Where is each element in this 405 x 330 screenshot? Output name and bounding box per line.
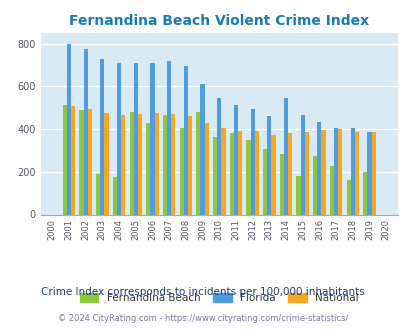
Bar [346, 180, 350, 214]
Bar [221, 128, 225, 214]
Bar [266, 116, 271, 214]
Bar [333, 128, 337, 214]
Bar [217, 98, 221, 214]
Bar [283, 98, 288, 214]
Bar [200, 84, 204, 214]
Bar [83, 49, 87, 214]
Bar [138, 114, 142, 214]
Bar [317, 122, 321, 214]
Bar [204, 123, 208, 214]
Bar [150, 63, 154, 214]
Bar [246, 140, 250, 214]
Bar [87, 109, 92, 214]
Bar [171, 114, 175, 214]
Bar [121, 115, 125, 214]
Bar [146, 123, 150, 214]
Bar [133, 63, 138, 214]
Bar [300, 115, 304, 214]
Bar [321, 130, 325, 214]
Text: Crime Index corresponds to incidents per 100,000 inhabitants: Crime Index corresponds to incidents per… [41, 287, 364, 297]
Bar [262, 149, 266, 214]
Bar [288, 133, 292, 214]
Bar [254, 131, 258, 214]
Bar [162, 115, 166, 214]
Bar [271, 136, 275, 214]
Bar [213, 137, 217, 214]
Bar [67, 44, 71, 214]
Bar [237, 131, 242, 214]
Title: Fernandina Beach Violent Crime Index: Fernandina Beach Violent Crime Index [69, 14, 369, 28]
Bar [117, 63, 121, 214]
Bar [329, 166, 333, 214]
Bar [233, 105, 237, 214]
Bar [312, 156, 317, 214]
Bar [188, 116, 192, 214]
Bar [371, 132, 375, 214]
Bar [367, 132, 371, 214]
Bar [179, 128, 183, 214]
Bar [71, 106, 75, 214]
Bar [304, 132, 308, 214]
Bar [113, 177, 117, 214]
Bar [183, 66, 188, 214]
Bar [96, 174, 100, 214]
Bar [229, 133, 233, 214]
Bar [79, 110, 83, 214]
Bar [296, 176, 300, 214]
Bar [350, 128, 354, 214]
Text: © 2024 CityRating.com - https://www.cityrating.com/crime-statistics/: © 2024 CityRating.com - https://www.city… [58, 314, 347, 323]
Bar [154, 113, 158, 214]
Bar [354, 132, 358, 214]
Bar [337, 129, 341, 214]
Bar [62, 105, 67, 214]
Bar [100, 59, 104, 214]
Bar [196, 112, 200, 214]
Bar [250, 109, 254, 214]
Bar [166, 61, 171, 214]
Legend: Fernandina Beach, Florida, National: Fernandina Beach, Florida, National [75, 289, 362, 307]
Bar [279, 154, 283, 214]
Bar [362, 172, 367, 214]
Bar [129, 112, 133, 214]
Bar [104, 113, 109, 214]
